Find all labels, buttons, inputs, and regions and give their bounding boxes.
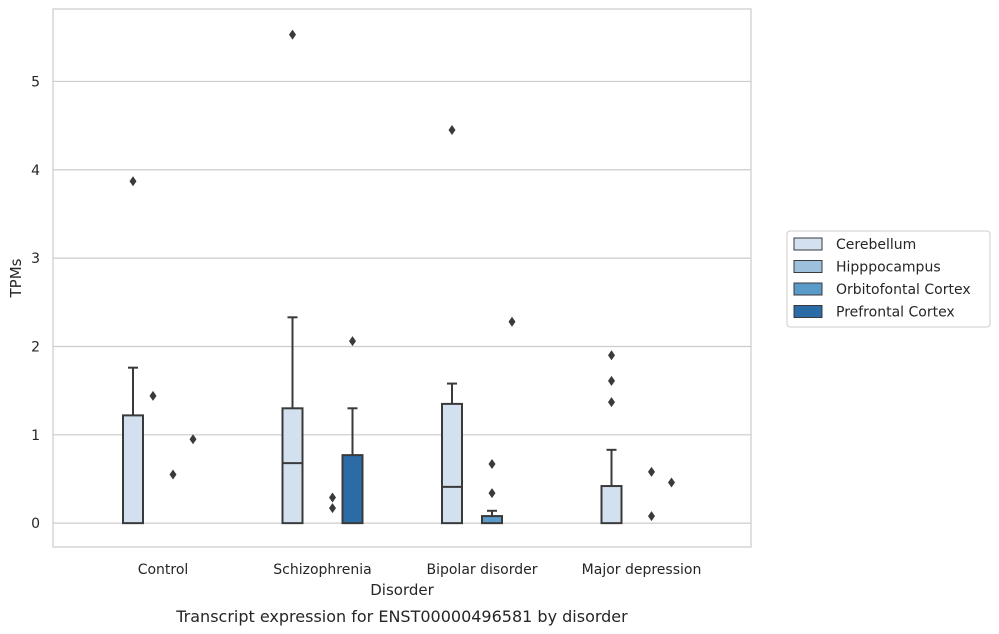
box-group xyxy=(648,466,655,522)
legend-swatch xyxy=(793,260,823,273)
outlier-point xyxy=(289,29,296,40)
legend: Cerebellum Hipppocampus Orbitofontal Corte… xyxy=(786,230,991,328)
y-tick-label: 1 xyxy=(31,428,40,444)
x-tick-label: Schizophrenia xyxy=(273,562,371,578)
box xyxy=(600,485,623,525)
x-tick-label: Bipolar disorder xyxy=(426,562,537,578)
outlier-point xyxy=(648,511,655,522)
box xyxy=(281,407,304,525)
grid xyxy=(53,80,751,524)
x-tick-label: Control xyxy=(138,562,189,578)
x-tick-labels: Control Schizophrenia Bipolar disorder Majo… xyxy=(138,562,702,578)
y-tick-label: 4 xyxy=(31,163,40,179)
outlier-point xyxy=(129,176,137,187)
box-group xyxy=(189,434,197,445)
outlier-point xyxy=(349,336,356,347)
y-tick-label: 5 xyxy=(31,74,40,90)
box-group xyxy=(668,477,675,488)
y-tick-labels: 0 1 2 3 4 5 xyxy=(31,74,40,532)
box-group xyxy=(281,29,304,525)
outlier-point xyxy=(189,434,197,445)
box xyxy=(341,454,364,525)
box-group xyxy=(508,316,516,327)
legend-label: Orbitofontal Cortex xyxy=(836,282,971,298)
box xyxy=(481,515,503,525)
box-group xyxy=(341,336,364,525)
outlier-point xyxy=(488,458,496,469)
outlier-point xyxy=(149,390,157,401)
chart-caption: Transcript expression for ENST0000049658… xyxy=(175,607,628,626)
outlier-point xyxy=(448,125,456,136)
outlier-point xyxy=(668,477,675,488)
x-axis-title: Disorder xyxy=(370,581,434,599)
legend-swatch xyxy=(793,305,823,318)
y-tick-label: 3 xyxy=(31,251,40,267)
outlier-point xyxy=(608,375,615,386)
x-tick-label: Major depression xyxy=(582,562,702,578)
outlier-point xyxy=(608,350,615,361)
box-group xyxy=(122,176,144,525)
box-group xyxy=(600,350,623,525)
box-plots xyxy=(122,29,675,525)
legend-swatch xyxy=(793,282,823,296)
outlier-point xyxy=(608,397,615,408)
y-tick-label: 0 xyxy=(31,516,40,532)
legend-frame xyxy=(786,230,991,328)
plot-background xyxy=(53,9,751,547)
y-axis-title: TPMs xyxy=(7,258,25,298)
box xyxy=(122,414,144,525)
box-group xyxy=(481,458,503,525)
box-group xyxy=(149,390,157,401)
box-group xyxy=(441,125,463,525)
box-group xyxy=(329,492,336,514)
legend-label: Hipppocampus xyxy=(836,260,941,276)
y-tick-label: 2 xyxy=(31,339,40,355)
legend-swatch xyxy=(793,237,823,251)
plot-frame xyxy=(52,8,752,548)
outlier-point xyxy=(488,488,496,499)
legend-label: Cerebellum xyxy=(836,237,916,253)
legend-label: Prefrontal Cortex xyxy=(836,305,955,321)
outlier-point xyxy=(329,492,336,503)
box xyxy=(441,402,463,525)
outlier-point xyxy=(329,503,336,514)
outlier-point xyxy=(648,466,655,477)
outlier-point xyxy=(169,469,177,480)
box-group xyxy=(169,469,177,480)
outlier-point xyxy=(508,316,516,327)
